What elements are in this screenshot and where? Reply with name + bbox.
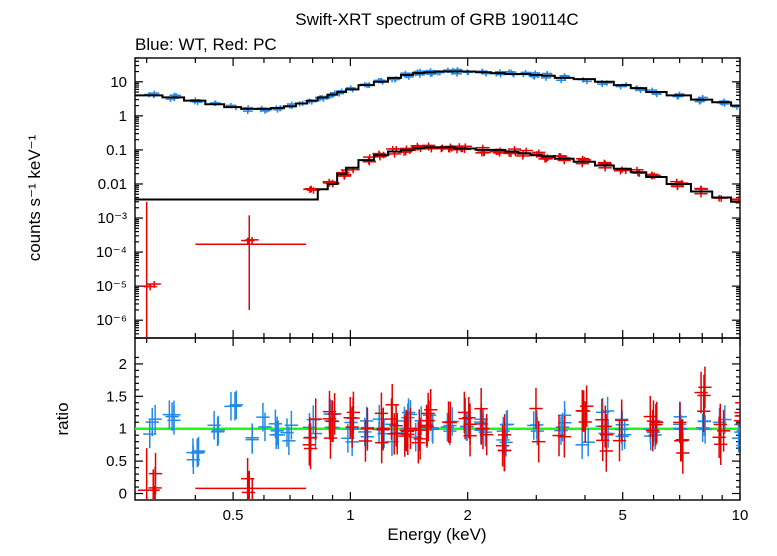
svg-text:10⁻⁵: 10⁻⁵ [96,278,127,295]
spectrum-figure: Swift-XRT spectrum of GRB 190114C Blue: … [0,0,777,556]
svg-text:0.01: 0.01 [98,176,127,193]
svg-text:10: 10 [110,74,127,91]
bottom-panel-frame [135,338,740,500]
svg-text:1: 1 [119,421,127,438]
svg-text:10⁻⁴: 10⁻⁴ [96,244,127,261]
svg-text:1: 1 [346,507,354,524]
svg-text:2: 2 [464,507,472,524]
svg-text:1.5: 1.5 [106,388,127,405]
svg-text:0.5: 0.5 [106,453,127,470]
svg-text:10: 10 [732,507,749,524]
svg-text:10⁻³: 10⁻³ [97,210,127,227]
svg-text:5: 5 [619,507,627,524]
top-panel-data [135,67,749,338]
plot-title: Swift-XRT spectrum of GRB 190114C [295,10,578,29]
x-axis-ticks: 0.5 1 2 5 10 [147,58,749,524]
bottom-panel-data [135,367,750,528]
svg-text:2: 2 [119,356,127,373]
svg-text:0.5: 0.5 [223,507,244,524]
top-panel-frame [135,58,740,338]
plot-subtitle: Blue: WT, Red: PC [135,35,277,54]
y-axis-label-bottom: ratio [53,402,72,435]
svg-text:1: 1 [119,108,127,125]
svg-text:0: 0 [119,486,127,503]
svg-text:10⁻⁶: 10⁻⁶ [96,312,127,329]
x-axis-label: Energy (keV) [387,525,486,544]
svg-text:0.1: 0.1 [106,142,127,159]
y-axis-label-top: counts s⁻¹ keV⁻¹ [25,134,44,261]
